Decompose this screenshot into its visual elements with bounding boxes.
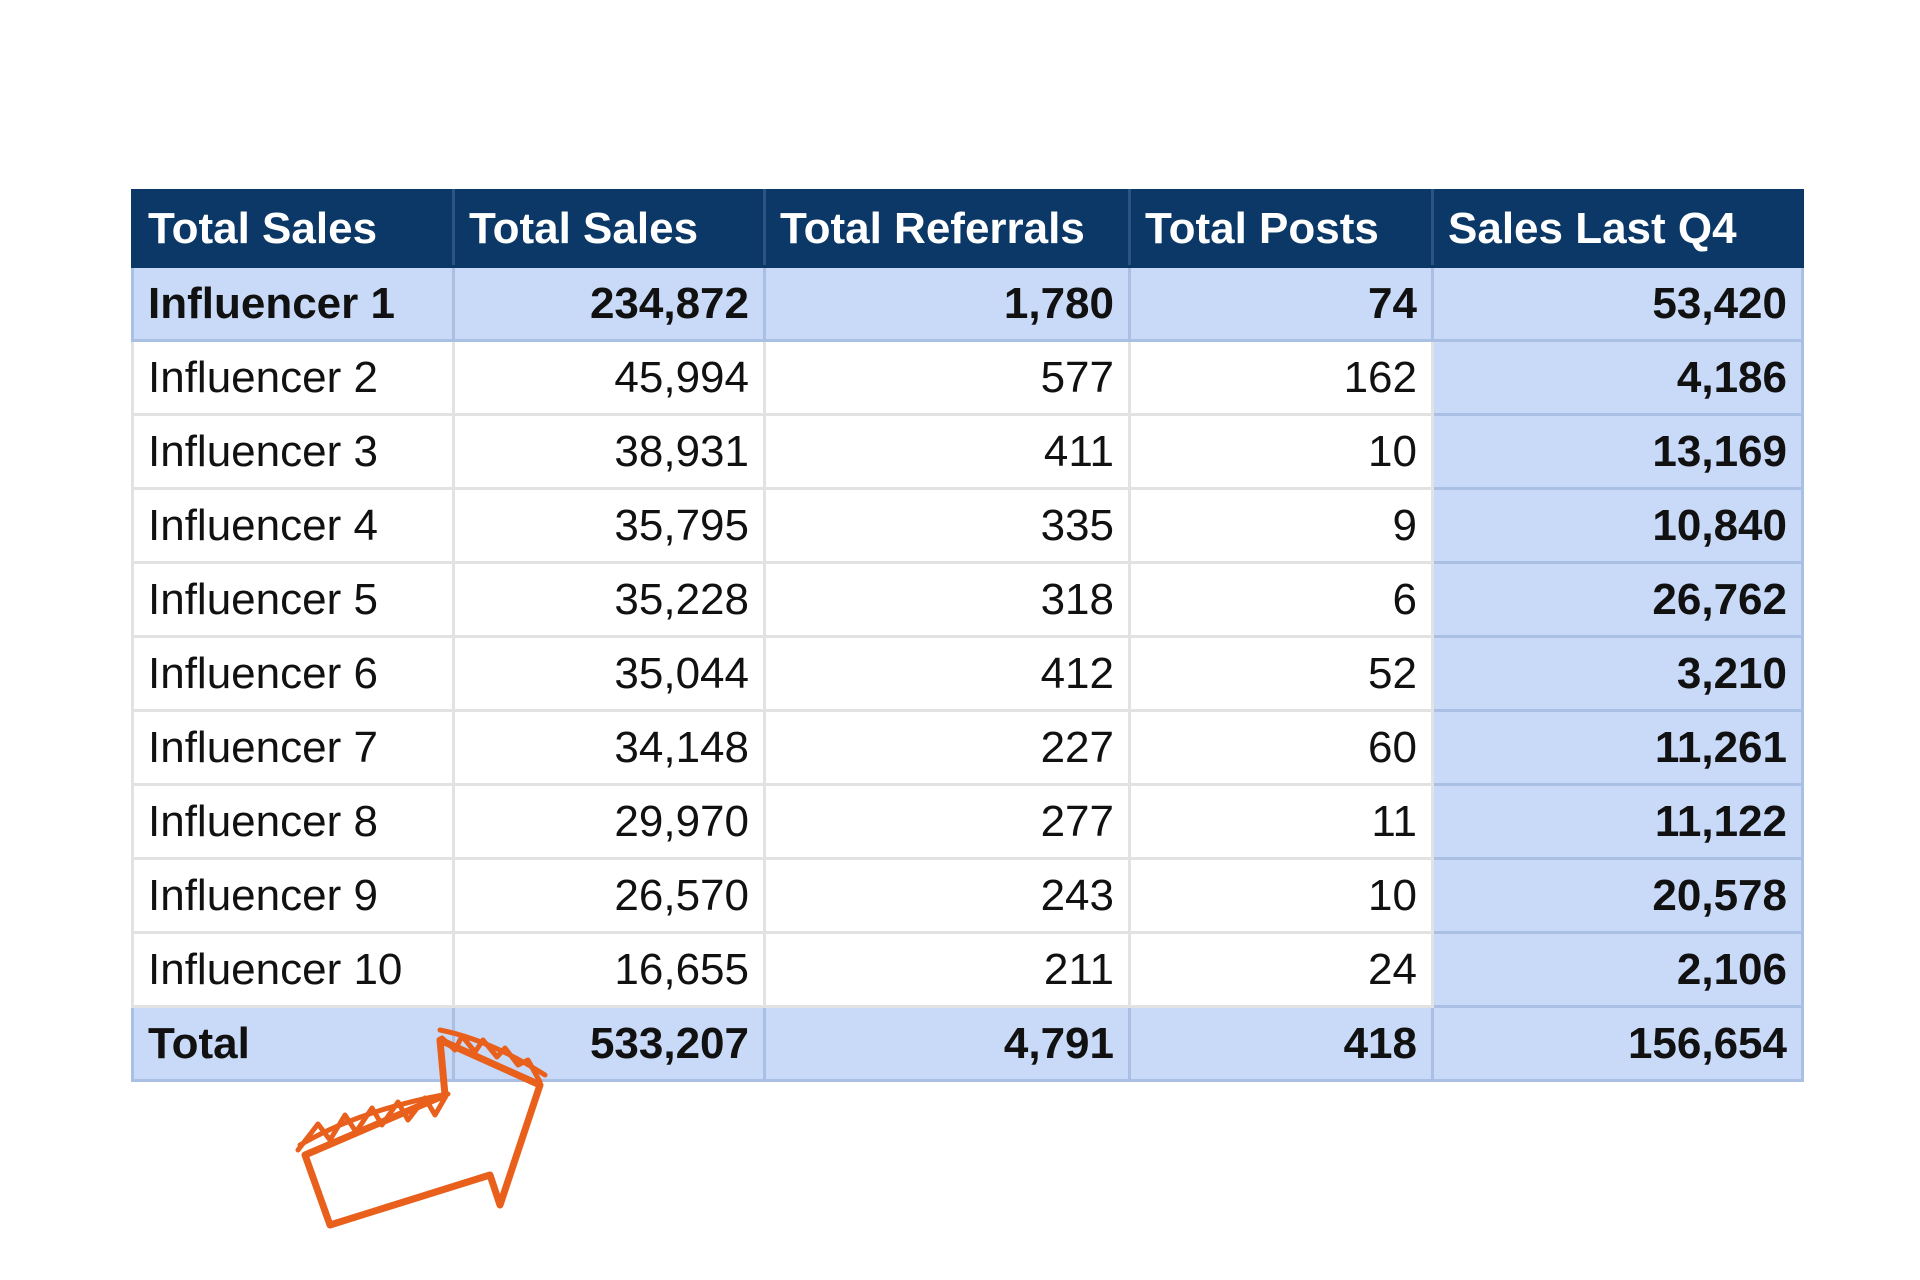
arrow-hatching <box>295 1093 449 1153</box>
column-header: Sales Last Q4 <box>1431 189 1804 268</box>
table-cell: 35,044 <box>452 635 766 712</box>
table-cell: 211 <box>763 931 1131 1008</box>
table-cell: 11,261 <box>1431 709 1804 786</box>
row-label: Influencer 3 <box>131 413 455 490</box>
table-cell: 318 <box>763 561 1131 638</box>
table-cell: 45,994 <box>452 339 766 416</box>
table-cell: 10,840 <box>1431 487 1804 564</box>
table-row: Influencer 5 35,228 318 6 26,762 <box>131 561 1804 638</box>
row-label: Influencer 2 <box>131 339 455 416</box>
table-row: Influencer 9 26,570 243 10 20,578 <box>131 857 1804 934</box>
table-cell: 10 <box>1128 857 1434 934</box>
table-row: Influencer 8 29,970 277 11 11,122 <box>131 783 1804 860</box>
table-cell: 20,578 <box>1431 857 1804 934</box>
table-cell: 1,780 <box>763 265 1131 342</box>
row-label: Influencer 4 <box>131 487 455 564</box>
table-cell: 227 <box>763 709 1131 786</box>
row-label: Influencer 10 <box>131 931 455 1008</box>
table-cell: 16,655 <box>452 931 766 1008</box>
table-cell: 277 <box>763 783 1131 860</box>
column-header: Total Posts <box>1128 189 1434 268</box>
table-cell: 74 <box>1128 265 1434 342</box>
table-cell: 35,795 <box>452 487 766 564</box>
table-row: Influencer 7 34,148 227 60 11,261 <box>131 709 1804 786</box>
column-header: Total Referrals <box>763 189 1131 268</box>
table-cell: 411 <box>763 413 1131 490</box>
table-cell: 234,872 <box>452 265 766 342</box>
header-row: Total Sales Total Sales Total Referrals … <box>131 189 1804 268</box>
table-cell: 6 <box>1128 561 1434 638</box>
table-cell: 60 <box>1128 709 1434 786</box>
total-cell: 4,791 <box>763 1005 1131 1082</box>
total-label: Total <box>131 1005 455 1082</box>
influencer-sales-table: Total Sales Total Sales Total Referrals … <box>131 189 1804 1082</box>
total-cell: 156,654 <box>1431 1005 1804 1082</box>
table-cell: 38,931 <box>452 413 766 490</box>
table-row: Influencer 4 35,795 335 9 10,840 <box>131 487 1804 564</box>
table-cell: 35,228 <box>452 561 766 638</box>
table-cell: 26,762 <box>1431 561 1804 638</box>
table-cell: 4,186 <box>1431 339 1804 416</box>
total-cell: 418 <box>1128 1005 1434 1082</box>
row-label: Influencer 5 <box>131 561 455 638</box>
table-cell: 412 <box>763 635 1131 712</box>
row-label: Influencer 7 <box>131 709 455 786</box>
table-row: Influencer 10 16,655 211 24 2,106 <box>131 931 1804 1008</box>
table-cell: 243 <box>763 857 1131 934</box>
table-cell: 13,169 <box>1431 413 1804 490</box>
table-cell: 29,970 <box>452 783 766 860</box>
table-cell: 577 <box>763 339 1131 416</box>
row-label: Influencer 9 <box>131 857 455 934</box>
table-cell: 162 <box>1128 339 1434 416</box>
total-cell: 533,207 <box>452 1005 766 1082</box>
table-cell: 34,148 <box>452 709 766 786</box>
table-body: Influencer 1 234,872 1,780 74 53,420 Influenc… <box>131 265 1804 1008</box>
table-cell: 24 <box>1128 931 1434 1008</box>
total-row: Total 533,207 4,791 418 156,654 <box>131 1005 1804 1082</box>
table-row: Influencer 3 38,931 411 10 13,169 <box>131 413 1804 490</box>
table-cell: 11 <box>1128 783 1434 860</box>
column-header: Total Sales <box>131 189 455 268</box>
table-cell: 52 <box>1128 635 1434 712</box>
table-cell: 53,420 <box>1431 265 1804 342</box>
table-row: Influencer 6 35,044 412 52 3,210 <box>131 635 1804 712</box>
column-header: Total Sales <box>452 189 766 268</box>
row-label: Influencer 1 <box>131 265 455 342</box>
row-label: Influencer 8 <box>131 783 455 860</box>
table-cell: 10 <box>1128 413 1434 490</box>
table-cell: 11,122 <box>1431 783 1804 860</box>
table-row: Influencer 1 234,872 1,780 74 53,420 <box>131 265 1804 342</box>
table-cell: 335 <box>763 487 1131 564</box>
table-cell: 3,210 <box>1431 635 1804 712</box>
table-cell: 9 <box>1128 487 1434 564</box>
row-label: Influencer 6 <box>131 635 455 712</box>
table-cell: 26,570 <box>452 857 766 934</box>
arrow-hatching <box>297 1091 451 1148</box>
table-row: Influencer 2 45,994 577 162 4,186 <box>131 339 1804 416</box>
table-cell: 2,106 <box>1431 931 1804 1008</box>
